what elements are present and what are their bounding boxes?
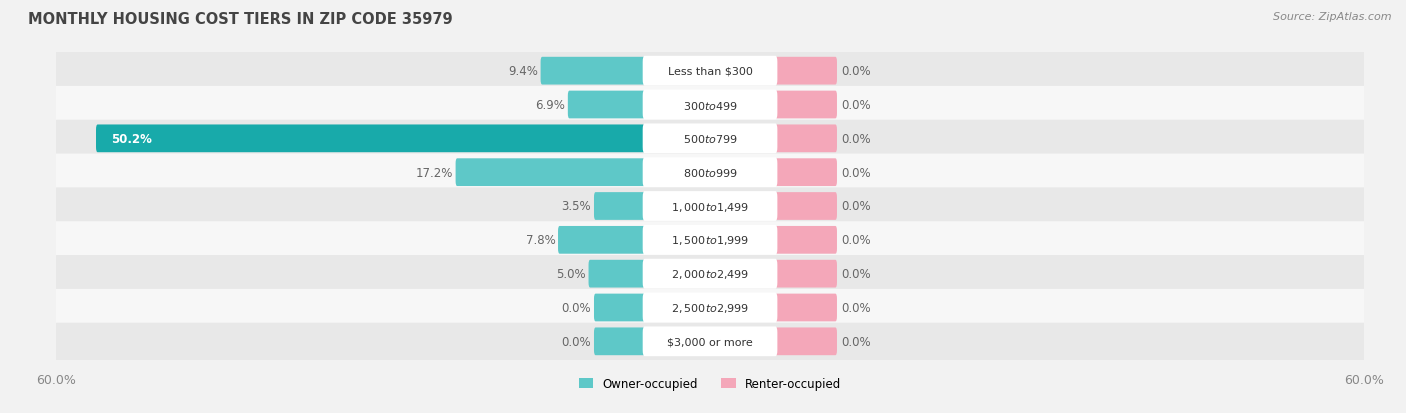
Text: $300 to $499: $300 to $499 [682, 99, 738, 111]
FancyBboxPatch shape [558, 226, 647, 254]
FancyBboxPatch shape [643, 327, 778, 356]
Text: 0.0%: 0.0% [841, 268, 870, 280]
Text: $2,500 to $2,999: $2,500 to $2,999 [671, 301, 749, 314]
FancyBboxPatch shape [643, 192, 778, 221]
FancyBboxPatch shape [568, 91, 647, 119]
Text: 0.0%: 0.0% [841, 99, 870, 112]
FancyBboxPatch shape [593, 294, 647, 322]
Text: $500 to $799: $500 to $799 [682, 133, 738, 145]
FancyBboxPatch shape [773, 159, 837, 187]
FancyBboxPatch shape [773, 58, 837, 85]
Text: 0.0%: 0.0% [841, 234, 870, 247]
Text: 50.2%: 50.2% [111, 133, 152, 145]
FancyBboxPatch shape [643, 57, 778, 86]
FancyBboxPatch shape [56, 222, 1364, 259]
FancyBboxPatch shape [56, 87, 1364, 124]
FancyBboxPatch shape [643, 158, 778, 188]
Text: Less than $300: Less than $300 [668, 66, 752, 76]
Text: $3,000 or more: $3,000 or more [668, 337, 752, 347]
Text: 0.0%: 0.0% [841, 301, 870, 314]
FancyBboxPatch shape [643, 293, 778, 323]
FancyBboxPatch shape [773, 125, 837, 153]
FancyBboxPatch shape [456, 159, 647, 187]
Text: MONTHLY HOUSING COST TIERS IN ZIP CODE 35979: MONTHLY HOUSING COST TIERS IN ZIP CODE 3… [28, 12, 453, 27]
Text: 9.4%: 9.4% [508, 65, 538, 78]
Text: 5.0%: 5.0% [557, 268, 586, 280]
FancyBboxPatch shape [773, 294, 837, 322]
FancyBboxPatch shape [643, 90, 778, 120]
Text: 0.0%: 0.0% [841, 166, 870, 179]
Text: $800 to $999: $800 to $999 [682, 167, 738, 179]
FancyBboxPatch shape [773, 260, 837, 288]
FancyBboxPatch shape [540, 58, 647, 85]
Text: 7.8%: 7.8% [526, 234, 555, 247]
FancyBboxPatch shape [643, 259, 778, 289]
Text: 0.0%: 0.0% [841, 335, 870, 348]
FancyBboxPatch shape [56, 323, 1364, 360]
Text: 0.0%: 0.0% [561, 335, 592, 348]
Text: 6.9%: 6.9% [536, 99, 565, 112]
FancyBboxPatch shape [773, 91, 837, 119]
FancyBboxPatch shape [643, 225, 778, 255]
Text: 0.0%: 0.0% [841, 133, 870, 145]
Legend: Owner-occupied, Renter-occupied: Owner-occupied, Renter-occupied [574, 373, 846, 395]
FancyBboxPatch shape [593, 328, 647, 355]
Text: 0.0%: 0.0% [841, 65, 870, 78]
Text: $2,000 to $2,499: $2,000 to $2,499 [671, 268, 749, 280]
Text: 3.5%: 3.5% [561, 200, 592, 213]
FancyBboxPatch shape [56, 188, 1364, 225]
FancyBboxPatch shape [773, 226, 837, 254]
FancyBboxPatch shape [96, 125, 647, 153]
Text: $1,000 to $1,499: $1,000 to $1,499 [671, 200, 749, 213]
FancyBboxPatch shape [773, 192, 837, 221]
Text: 0.0%: 0.0% [561, 301, 592, 314]
FancyBboxPatch shape [56, 154, 1364, 191]
Text: Source: ZipAtlas.com: Source: ZipAtlas.com [1274, 12, 1392, 22]
Text: 0.0%: 0.0% [841, 200, 870, 213]
FancyBboxPatch shape [643, 124, 778, 154]
FancyBboxPatch shape [56, 121, 1364, 158]
FancyBboxPatch shape [593, 192, 647, 221]
FancyBboxPatch shape [56, 289, 1364, 326]
FancyBboxPatch shape [589, 260, 647, 288]
Text: $1,500 to $1,999: $1,500 to $1,999 [671, 234, 749, 247]
FancyBboxPatch shape [56, 255, 1364, 292]
FancyBboxPatch shape [773, 328, 837, 355]
Text: 17.2%: 17.2% [416, 166, 453, 179]
FancyBboxPatch shape [56, 53, 1364, 90]
